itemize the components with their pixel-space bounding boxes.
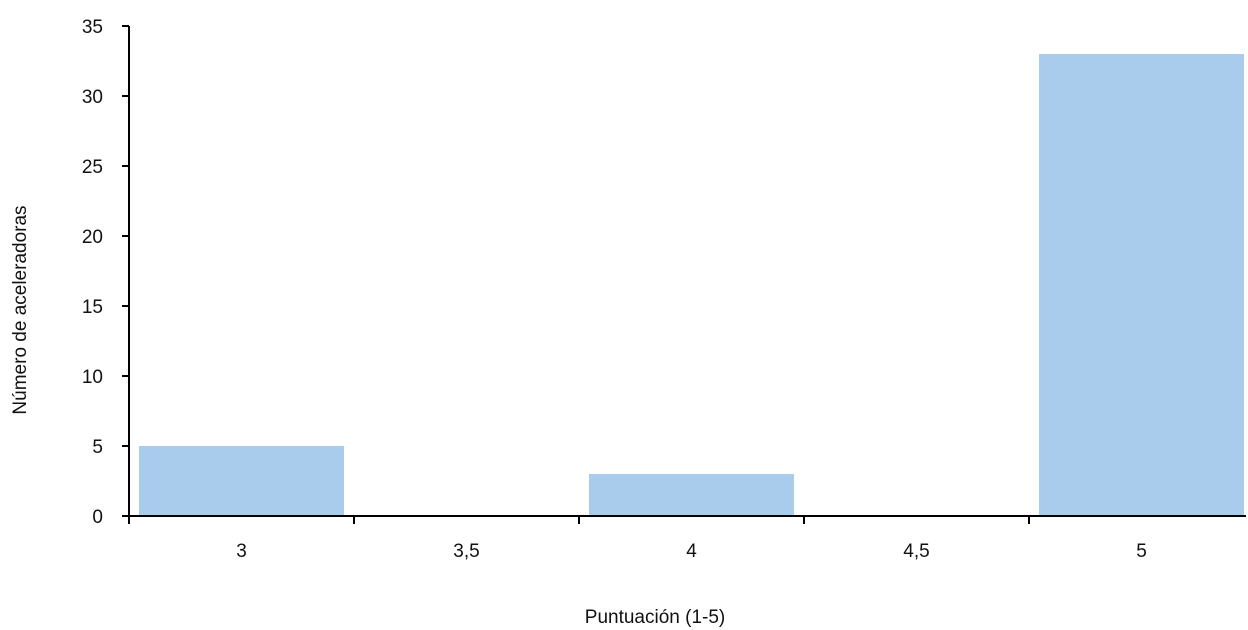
y-axis-title: Número de aceleradoras (10, 205, 31, 414)
bar-5 (1039, 54, 1244, 516)
y-axis-ticks: 0 5 10 15 20 25 30 35 (82, 17, 129, 528)
x-axis-ticks: 3 3,5 4 4,5 5 (128, 516, 1147, 562)
x-tick-label: 3,5 (453, 541, 479, 562)
x-axis-title: Puntuación (1-5) (585, 607, 725, 628)
y-tick-label: 20 (82, 227, 103, 248)
x-tick-label: 3 (236, 541, 247, 562)
bar-3 (139, 446, 344, 516)
y-tick-label: 30 (82, 87, 103, 108)
bars-group (139, 54, 1244, 516)
bar-4 (589, 474, 794, 516)
y-tick-label: 25 (82, 157, 103, 178)
y-tick-label: 5 (92, 437, 103, 458)
x-tick-label: 4,5 (903, 541, 929, 562)
y-tick-label: 0 (92, 507, 103, 528)
x-tick-label: 4 (686, 541, 697, 562)
x-tick-label: 5 (1136, 541, 1147, 562)
y-tick-label: 10 (82, 367, 103, 388)
y-tick-label: 15 (82, 297, 103, 318)
y-tick-label: 35 (82, 17, 103, 38)
